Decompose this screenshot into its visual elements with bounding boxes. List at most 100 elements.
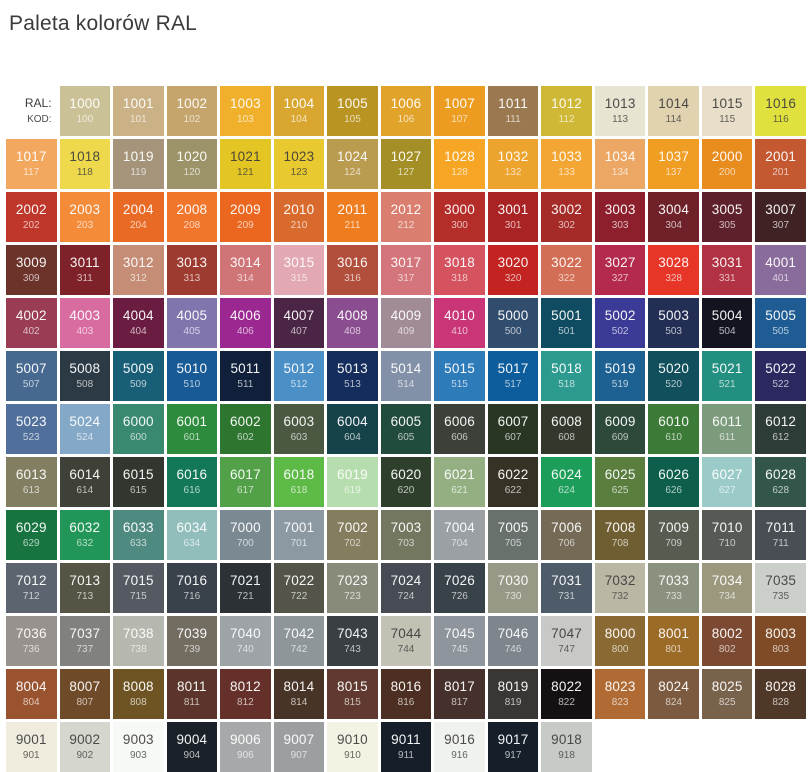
- color-swatch-2011: 2011 211: [327, 192, 378, 242]
- ral-number: 1017: [15, 149, 47, 165]
- color-swatch-5020: 5020 520: [648, 351, 699, 401]
- kod-number: 320: [504, 272, 522, 284]
- ral-number: 6026: [658, 467, 690, 483]
- color-swatch-3012: 3012 312: [113, 245, 164, 295]
- ral-number: 7030: [497, 573, 529, 589]
- color-swatch-4004: 4004 404: [113, 298, 164, 348]
- color-swatch-7024: 7024 724: [380, 563, 432, 613]
- ral-palette-grid: RAL: KOD: 1000 100 1001 101 1002 102 1003 103 10…: [6, 86, 806, 772]
- ral-number: 4007: [283, 308, 315, 324]
- color-swatch-6010: 6010 610: [648, 404, 699, 454]
- kod-number: 300: [451, 219, 468, 231]
- color-swatch-3017: 3017 317: [380, 245, 432, 295]
- color-swatch-4005: 4005 405: [166, 298, 218, 348]
- color-swatch-2003: 2003 203: [59, 192, 111, 242]
- kod-number: 819: [504, 696, 522, 708]
- ral-number: 7001: [283, 520, 315, 536]
- kod-number: 305: [718, 219, 736, 231]
- kod-number: 519: [611, 378, 629, 390]
- ral-number: 8004: [15, 679, 47, 695]
- ral-number: 3027: [604, 255, 636, 271]
- ral-number: 3020: [497, 255, 529, 271]
- kod-number: 604: [344, 431, 361, 443]
- kod-number: 740: [237, 643, 254, 655]
- kod-number: 625: [611, 484, 629, 496]
- ral-number: 3016: [337, 255, 368, 271]
- kod-number: 610: [665, 431, 682, 443]
- kod-number: 708: [611, 537, 629, 549]
- kod-number: 628: [772, 484, 790, 496]
- color-swatch-3000: 3000 300: [434, 192, 485, 242]
- color-swatch-8011: 8011 811: [166, 669, 218, 719]
- ral-number: 8008: [122, 679, 154, 695]
- color-swatch-6026: 6026 626: [648, 457, 699, 507]
- color-swatch-3015: 3015 315: [273, 245, 325, 295]
- color-swatch-5023: 5023 523: [6, 404, 57, 454]
- kod-number: 823: [611, 696, 629, 708]
- ral-number: 2000: [711, 149, 743, 165]
- ral-number: 6027: [711, 467, 743, 483]
- ral-number: 3031: [711, 255, 743, 271]
- ral-number: 8015: [337, 679, 368, 695]
- ral-number: 4009: [390, 308, 422, 324]
- kod-number: 726: [451, 590, 468, 602]
- kod-number: 814: [290, 696, 308, 708]
- color-swatch-3020: 3020 320: [487, 245, 539, 295]
- kod-number: 502: [611, 325, 629, 337]
- ral-number: 6029: [15, 520, 47, 536]
- kod-number: 408: [344, 325, 361, 337]
- color-swatch-7043: 7043 743: [327, 616, 378, 666]
- kod-number: 113: [612, 113, 629, 125]
- color-swatch-6013: 6013 613: [6, 457, 57, 507]
- ral-number: 7034: [711, 573, 743, 589]
- color-swatch-6016: 6016 616: [166, 457, 218, 507]
- color-swatch-5005: 5005 505: [755, 298, 806, 348]
- color-swatch-5007: 5007 507: [6, 351, 57, 401]
- color-swatch-2004: 2004 204: [113, 192, 164, 242]
- kod-number: 903: [129, 749, 147, 761]
- color-swatch-5012: 5012 512: [273, 351, 325, 401]
- color-swatch-8024: 8024 824: [648, 669, 699, 719]
- color-swatch-5017: 5017 517: [487, 351, 539, 401]
- color-swatch-7034: 7034 734: [701, 563, 753, 613]
- kod-number: 713: [76, 590, 94, 602]
- ral-number: 2008: [176, 202, 208, 218]
- ral-number: 5020: [658, 361, 690, 377]
- color-swatch-7023: 7023 723: [327, 563, 378, 613]
- color-swatch-7006: 7006 706: [541, 510, 592, 560]
- kod-number: 404: [129, 325, 147, 337]
- ral-number: 7012: [15, 573, 47, 589]
- color-swatch-5013: 5013 513: [327, 351, 378, 401]
- ral-number: 1021: [229, 149, 261, 165]
- ral-number: 3017: [390, 255, 422, 271]
- ral-number: 8003: [765, 626, 797, 642]
- color-swatch-1002: 1002 102: [166, 86, 218, 136]
- kod-number: 101: [129, 113, 147, 125]
- color-swatch-3005: 3005 305: [701, 192, 753, 242]
- ral-number: 7023: [337, 573, 368, 589]
- ral-number: 4010: [444, 308, 475, 324]
- ral-number: 1012: [551, 96, 583, 112]
- color-swatch-6003: 6003 603: [273, 404, 325, 454]
- ral-number: 6034: [176, 520, 208, 536]
- kod-number: 907: [290, 749, 308, 761]
- kod-number: 801: [665, 643, 682, 655]
- kod-number: 134: [611, 166, 629, 178]
- ral-number: 1020: [176, 149, 208, 165]
- color-swatch-7036: 7036 736: [6, 616, 57, 666]
- kod-number: 402: [22, 325, 40, 337]
- color-swatch-3011: 3011 311: [59, 245, 111, 295]
- kod-number: 730: [504, 590, 522, 602]
- kod-number: 504: [718, 325, 736, 337]
- kod-number: 520: [665, 378, 682, 390]
- ral-number: 7013: [69, 573, 101, 589]
- kod-number: 619: [344, 484, 361, 496]
- ral-number: 7043: [337, 626, 368, 642]
- kod-number: 828: [772, 696, 790, 708]
- ral-number: 8019: [497, 679, 529, 695]
- ral-number: 5021: [711, 361, 743, 377]
- color-swatch-6032: 6032 632: [59, 510, 111, 560]
- kod-number: 624: [558, 484, 575, 496]
- ral-number: 1024: [337, 149, 368, 165]
- color-swatch-1033: 1033 133: [541, 139, 592, 189]
